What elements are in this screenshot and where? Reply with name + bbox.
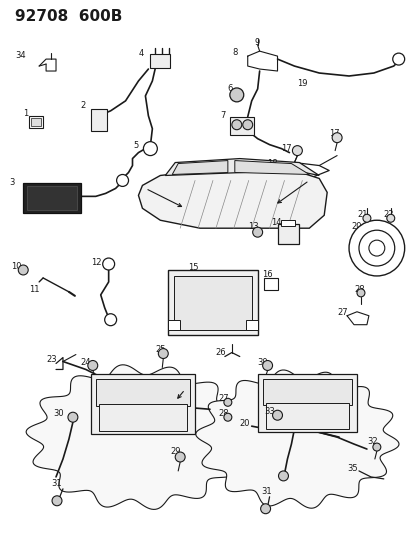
Text: 2: 2: [81, 101, 86, 110]
Text: 26: 26: [214, 348, 225, 357]
Text: 17: 17: [281, 144, 292, 152]
Circle shape: [175, 452, 185, 462]
Text: 1: 1: [23, 109, 28, 118]
Text: 32: 32: [366, 437, 377, 446]
Circle shape: [272, 410, 282, 420]
Bar: [263, 278, 277, 290]
Bar: [257, 375, 356, 432]
Text: 28: 28: [353, 285, 364, 294]
Polygon shape: [138, 168, 326, 228]
Circle shape: [143, 142, 157, 156]
Text: 16: 16: [261, 270, 272, 279]
Text: 31: 31: [261, 487, 272, 496]
Circle shape: [223, 398, 231, 406]
Polygon shape: [26, 365, 250, 510]
Text: 12: 12: [90, 258, 101, 267]
Text: 30: 30: [53, 409, 64, 418]
Circle shape: [348, 220, 404, 276]
Polygon shape: [172, 160, 227, 174]
Text: 7: 7: [219, 111, 225, 120]
Bar: [95, 379, 190, 406]
Circle shape: [242, 120, 252, 130]
Circle shape: [356, 289, 364, 297]
Bar: [98, 404, 187, 431]
Text: 14: 14: [271, 218, 281, 227]
Text: 18: 18: [267, 158, 278, 167]
Bar: [245, 320, 257, 330]
Bar: [229, 117, 253, 135]
Text: 10: 10: [11, 262, 22, 271]
Bar: [90, 109, 107, 131]
Text: 20: 20: [350, 222, 361, 231]
Circle shape: [18, 265, 28, 275]
Bar: [174, 276, 251, 330]
Text: 92708  600B: 92708 600B: [15, 10, 122, 25]
Text: 21: 21: [356, 211, 367, 219]
Text: 29: 29: [170, 447, 180, 456]
Circle shape: [158, 349, 168, 359]
Bar: [265, 403, 348, 429]
Circle shape: [386, 214, 394, 222]
Text: 15: 15: [188, 263, 198, 272]
Text: 27: 27: [217, 394, 228, 403]
Bar: [168, 320, 180, 330]
Circle shape: [229, 88, 243, 102]
Bar: [281, 220, 295, 226]
Text: 20: 20: [239, 419, 250, 428]
Text: 19: 19: [297, 79, 307, 88]
Text: 11: 11: [29, 285, 40, 294]
Bar: [31, 118, 41, 126]
Text: 35: 35: [346, 464, 357, 473]
Circle shape: [231, 120, 241, 130]
Circle shape: [358, 230, 394, 266]
Circle shape: [104, 314, 116, 326]
Circle shape: [102, 258, 114, 270]
Text: 33: 33: [264, 407, 275, 416]
Text: 25: 25: [155, 345, 166, 353]
Circle shape: [223, 413, 231, 421]
Circle shape: [372, 443, 380, 451]
Bar: [90, 375, 195, 434]
Text: 9: 9: [254, 38, 259, 47]
Circle shape: [68, 412, 78, 422]
Circle shape: [292, 146, 301, 156]
Bar: [23, 183, 81, 213]
Bar: [29, 116, 43, 128]
Circle shape: [392, 53, 404, 65]
Text: 24: 24: [81, 358, 91, 367]
Text: 17: 17: [328, 129, 339, 138]
Circle shape: [368, 240, 384, 256]
Polygon shape: [234, 160, 309, 174]
Text: 22: 22: [383, 211, 393, 219]
Circle shape: [88, 360, 97, 370]
Text: 27: 27: [336, 308, 347, 317]
Bar: [150, 54, 170, 68]
Polygon shape: [165, 158, 318, 175]
Text: 6: 6: [227, 84, 233, 93]
Circle shape: [52, 496, 62, 506]
Text: 3: 3: [9, 179, 15, 188]
Text: 4: 4: [138, 49, 143, 58]
Circle shape: [116, 174, 128, 187]
Bar: [262, 379, 351, 406]
Text: 8: 8: [232, 48, 237, 57]
Circle shape: [252, 227, 262, 237]
Text: 34: 34: [15, 51, 26, 60]
Circle shape: [278, 471, 288, 481]
Bar: [168, 270, 257, 335]
Text: 28: 28: [217, 409, 228, 418]
Bar: [277, 224, 299, 244]
Circle shape: [362, 214, 370, 222]
Text: 31: 31: [51, 479, 62, 488]
Text: 30: 30: [257, 358, 268, 367]
Circle shape: [260, 504, 270, 514]
Circle shape: [262, 360, 272, 370]
Text: 5: 5: [133, 141, 138, 150]
Text: 23: 23: [46, 354, 57, 364]
Text: 13: 13: [247, 222, 258, 231]
Circle shape: [331, 133, 341, 143]
Polygon shape: [195, 370, 398, 508]
Bar: [27, 187, 77, 211]
